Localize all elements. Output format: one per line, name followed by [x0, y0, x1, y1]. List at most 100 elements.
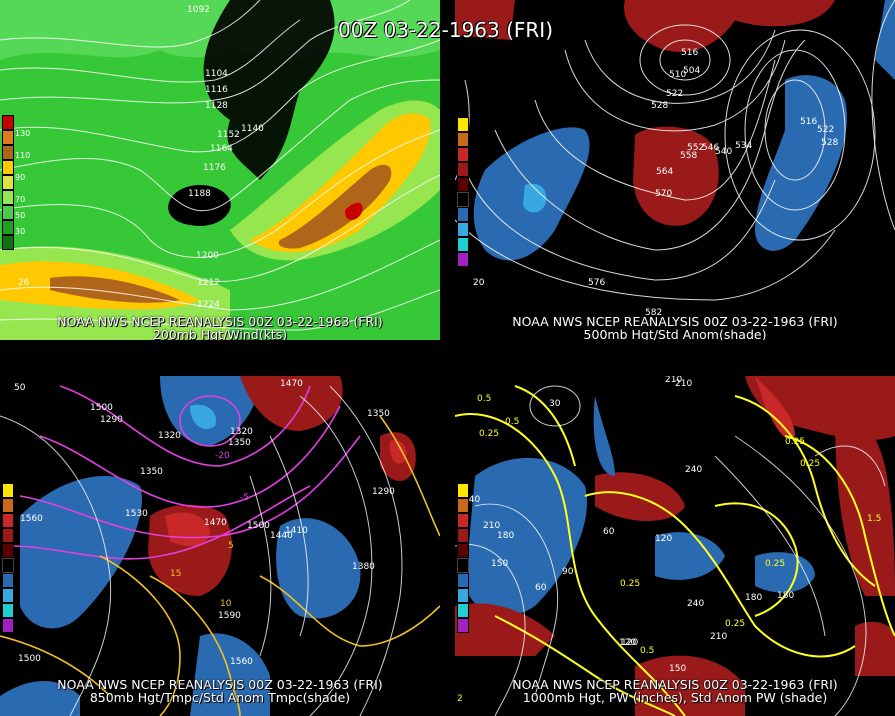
pw-label: 0.25 [479, 429, 499, 439]
pw-label: 0.25 [620, 579, 640, 589]
contour-label: 510 [669, 70, 686, 80]
contour-label: 180 [497, 531, 514, 541]
temp-label: 5 [228, 541, 234, 551]
contour-label: 210 [710, 632, 727, 642]
contour-label: 1320 [230, 427, 253, 437]
contour-label: 1200 [196, 251, 219, 261]
contour-label: 1560 [20, 514, 43, 524]
contour-label: 90 [562, 567, 574, 577]
contour-label: 180 [777, 591, 794, 601]
contour-label: 60 [603, 527, 615, 537]
temp-label: -5 [240, 493, 249, 503]
legend-1000mb [457, 483, 479, 633]
contour-label: 1350 [367, 409, 390, 419]
contour-label: 150 [491, 559, 508, 569]
contour-label: 1290 [100, 415, 123, 425]
legend-500mb [457, 117, 479, 267]
contour-label: 522 [817, 125, 834, 135]
height-contours-200mb [0, 0, 440, 331]
contour-label: 1104 [205, 69, 228, 79]
contour-label: 1188 [188, 189, 211, 199]
legend-label: 70 [15, 195, 26, 204]
contour-label: 1410 [285, 526, 308, 536]
contour-label: 570 [655, 189, 672, 199]
pw-label: 0.5 [505, 417, 519, 427]
legend-label: 110 [15, 151, 31, 160]
temp-label: 10 [220, 599, 232, 609]
contour-label: 210 [483, 521, 500, 531]
contour-label: 60 [535, 583, 547, 593]
contour-label: 516 [800, 117, 817, 127]
extra-label: 2 [457, 694, 463, 704]
contour-label: 1212 [197, 278, 220, 288]
contour-label: 1380 [352, 562, 375, 572]
contour-label: 1470 [280, 379, 303, 389]
panel-caption-agency: NOAA NWS NCEP REANALYSIS 00Z 03-22-1963 … [57, 314, 383, 329]
pw-contours [455, 385, 895, 716]
speed-label: 26 [18, 278, 30, 288]
extra-label: 20 [473, 278, 485, 288]
map-850mb: 1500 1290 1320 1350 1320 1350 1470 1560 … [0, 376, 440, 716]
contour-label: 180 [745, 593, 762, 603]
contour-label: 1350 [140, 467, 163, 477]
contour-label: 30 [549, 399, 561, 409]
legend-label: 90 [15, 173, 26, 182]
contour-label: 528 [821, 138, 838, 148]
contour-label: 534 [735, 141, 752, 151]
panel-caption-product: 1000mb Hgt, PW (inches), Std Anom PW (sh… [522, 690, 828, 705]
extra-label: 582 [645, 308, 662, 318]
contour-label: 558 [680, 151, 697, 161]
contour-label: 540 [715, 147, 732, 157]
legend-label: 130 [15, 129, 31, 138]
temp-contours-warm [0, 415, 440, 716]
contour-label: 1350 [228, 438, 251, 448]
legend-label: 50 [15, 211, 26, 220]
contour-label: 210 [665, 376, 682, 385]
contour-label: 576 [588, 278, 605, 288]
panel-1000mb: 210 240 210 180 150 120 90 60 30 60 120 … [455, 376, 895, 716]
contour-label: 1590 [218, 611, 241, 621]
contour-label: 1500 [247, 521, 270, 531]
pw-label: 0.25 [725, 619, 745, 629]
contour-label: 120 [621, 638, 638, 648]
panel-850mb: 1500 1290 1320 1350 1320 1350 1470 1560 … [0, 376, 440, 716]
height-contours-500mb [455, 0, 895, 301]
contour-label: 1116 [205, 85, 228, 95]
contour-label: 1470 [204, 518, 227, 528]
temp-label: 15 [170, 569, 181, 579]
contour-label: 504 [683, 66, 700, 76]
contour-label: 240 [687, 599, 704, 609]
contour-label: 1500 [90, 403, 113, 413]
pw-label: 0.25 [800, 459, 820, 469]
contour-label: 1500 [18, 654, 41, 664]
legend-label: 30 [15, 227, 26, 236]
temp-contours-cold [9, 385, 361, 560]
extra-label: 50 [14, 383, 26, 393]
contour-label: 1560 [230, 657, 253, 667]
contour-label: 1140 [241, 124, 264, 134]
contour-label: 1128 [205, 101, 228, 111]
legend-200mb: 130 110 90 70 50 30 [2, 115, 30, 250]
pw-label: 0.25 [785, 437, 805, 447]
contour-label: 1290 [372, 487, 395, 497]
height-contours-850mb [0, 385, 403, 716]
contour-label: 1530 [125, 509, 148, 519]
pw-label: 0.5 [640, 646, 654, 656]
panel-500mb: 516 510 504 528 522 552 546 540 534 558 … [455, 0, 895, 340]
panel-caption-product: 500mb Hgt/Std Anom(shade) [583, 327, 767, 340]
contour-label: 240 [685, 465, 702, 475]
contour-label: 546 [702, 143, 719, 153]
map-1000mb: 210 240 210 180 150 120 90 60 30 60 120 … [455, 376, 895, 716]
pw-label: 0.25 [765, 559, 785, 569]
temp-label: -20 [215, 451, 230, 461]
height-contours-1000mb [455, 385, 886, 716]
contour-label: 1176 [203, 163, 226, 173]
pw-label: 0.5 [477, 394, 491, 404]
contour-label: 1320 [158, 431, 181, 441]
legend-850mb [2, 483, 24, 633]
panel-caption-agency: NOAA NWS NCEP REANALYSIS 00Z 03-22-1963 … [57, 677, 383, 692]
panel-200mb: 1092 1104 1116 1128 1152 1140 1164 1176 … [0, 0, 440, 340]
panel-caption-product: 200mb Hgt/Wind(kts) [152, 327, 288, 340]
contour-label: 1152 [217, 130, 240, 140]
contour-label: 210 [675, 379, 692, 389]
